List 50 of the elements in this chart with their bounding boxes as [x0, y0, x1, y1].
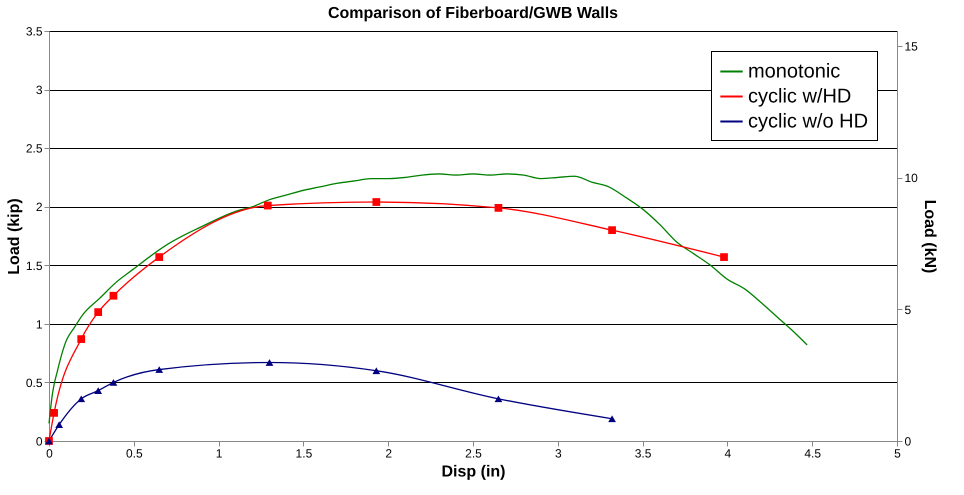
point	[494, 204, 502, 212]
x-tick-label: 0	[46, 446, 54, 460]
x-tick-label: 2	[385, 446, 392, 460]
y-tick-label: 0	[36, 434, 43, 448]
x-tick-label: 3	[554, 446, 562, 460]
point	[155, 253, 164, 261]
point	[494, 395, 502, 402]
y-tick-label: 1.5	[26, 258, 43, 273]
x-tick-label: 0.5	[126, 446, 143, 460]
x-tick-label: 4.5	[804, 446, 822, 460]
y-axis-title: Load (kip)	[6, 198, 23, 275]
point	[266, 359, 274, 366]
point	[110, 379, 118, 386]
y-tick-label: 3.5	[26, 24, 43, 38]
point	[372, 198, 380, 206]
line-series	[48, 173, 808, 424]
y2-tick-label: 5	[904, 302, 912, 317]
point	[55, 421, 64, 428]
y-tick-label: 0.5	[26, 376, 43, 390]
point	[94, 387, 102, 394]
legend-label: monotonic	[748, 60, 840, 82]
y2-tick-label: 15	[904, 40, 918, 54]
y-tick-label: 1	[36, 317, 43, 332]
x-tick-label: 2.5	[465, 446, 482, 460]
x-tick-label: 4	[724, 446, 732, 460]
y-tick-label: 2.5	[26, 142, 43, 156]
legend-label: cyclic w/o HD	[748, 110, 868, 132]
legend-label: cyclic w/HD	[748, 86, 852, 108]
point	[264, 202, 272, 210]
point	[77, 395, 86, 402]
x-tick-label: 1	[216, 446, 223, 460]
y-tick-label: 3	[36, 83, 43, 98]
point	[77, 335, 86, 343]
point	[720, 253, 728, 261]
x-tick-label: 3.5	[634, 446, 652, 460]
point	[372, 367, 380, 374]
y2-tick-label: 0	[904, 434, 912, 448]
point	[608, 226, 616, 234]
chart-title: Comparison of Fiberboard/GWB Walls	[328, 5, 618, 22]
y2-axis-title: Load (kN)	[920, 200, 938, 274]
y-tick-label: 2	[36, 200, 43, 214]
point	[155, 366, 164, 373]
y2-tick-label: 10	[904, 171, 918, 186]
point	[608, 415, 616, 422]
x-axis-title: Disp (in)	[442, 464, 506, 480]
point	[94, 308, 102, 316]
x-tick-label: 5	[894, 446, 902, 460]
point	[110, 292, 118, 300]
x-tick-label: 1.5	[296, 446, 313, 460]
point	[50, 409, 58, 417]
